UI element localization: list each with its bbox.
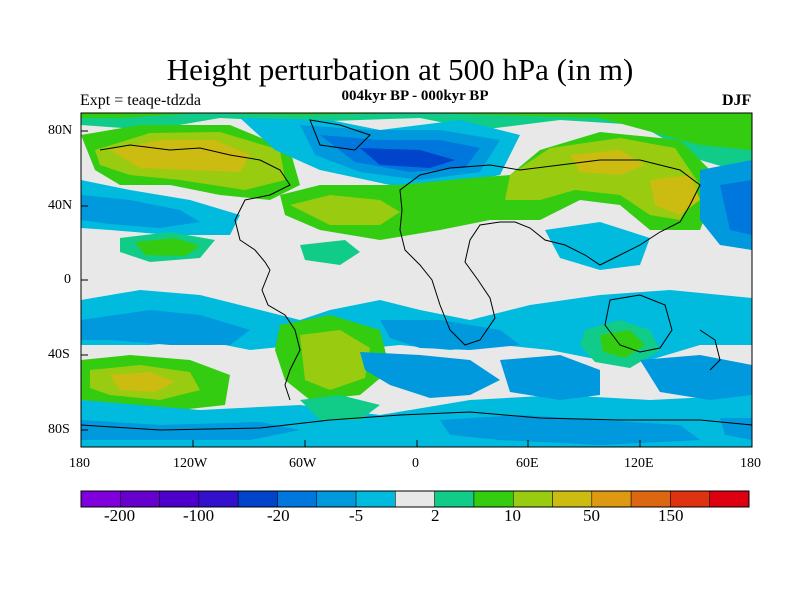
colorbar-cell [277,490,318,508]
colorbar-cell [552,490,593,508]
lon-tick-label: 60E [516,456,539,471]
colorbar-label: 150 [658,506,684,525]
colorbar-label: 2 [431,506,440,525]
colorbar-cell [512,490,553,508]
period-label: 004kyr BP - 000kyr BP [341,88,489,104]
colorbar-cell [198,490,239,508]
colorbar-cell [591,490,632,508]
lat-tick-label: 80N [48,123,73,138]
lon-tick-label: 180 [69,456,90,471]
colorbar-cell [630,490,671,508]
colorbar-label: -200 [104,506,136,525]
colorbar [80,490,750,508]
colorbar-cell [80,490,121,508]
contour-field [81,113,752,447]
coastlines [81,119,752,431]
lat-tick-label: 0 [64,272,71,287]
experiment-label: Expt = teaqe-tdzda [80,92,201,109]
colorbar-label: 50 [583,506,600,525]
lon-tick-label: 60W [289,456,317,471]
colorbar-cell [473,490,514,508]
lon-tick-label: 180 [740,456,761,471]
colorbar-cells [80,490,750,508]
colorbar-label: -100 [183,506,215,525]
colorbar-cell [120,490,160,508]
colorbar-cell [316,490,357,508]
chart-title: Height perturbation at 500 hPa (in m) [166,52,634,87]
colorbar-label: 10 [504,506,521,525]
season-label: DJF [722,92,752,109]
colorbar-cell [355,490,396,508]
lon-tick-label: 120W [173,456,208,471]
colorbar-cell [670,490,710,508]
lat-tick-label: 80S [48,422,70,437]
colorbar-cell [237,490,278,508]
colorbar-cell [395,490,435,508]
lat-tick-label: 40N [48,198,73,213]
lon-tick-label: 120E [624,456,654,471]
lat-tick-label: 40S [48,347,70,362]
tick-marks [81,130,641,447]
lon-tick-label: 0 [412,456,419,471]
colorbar-label: -20 [267,506,290,525]
colorbar-cell [159,490,200,508]
colorbar-label: -5 [349,506,364,525]
colorbar-cell [709,490,750,508]
colorbar-cell [434,490,475,508]
